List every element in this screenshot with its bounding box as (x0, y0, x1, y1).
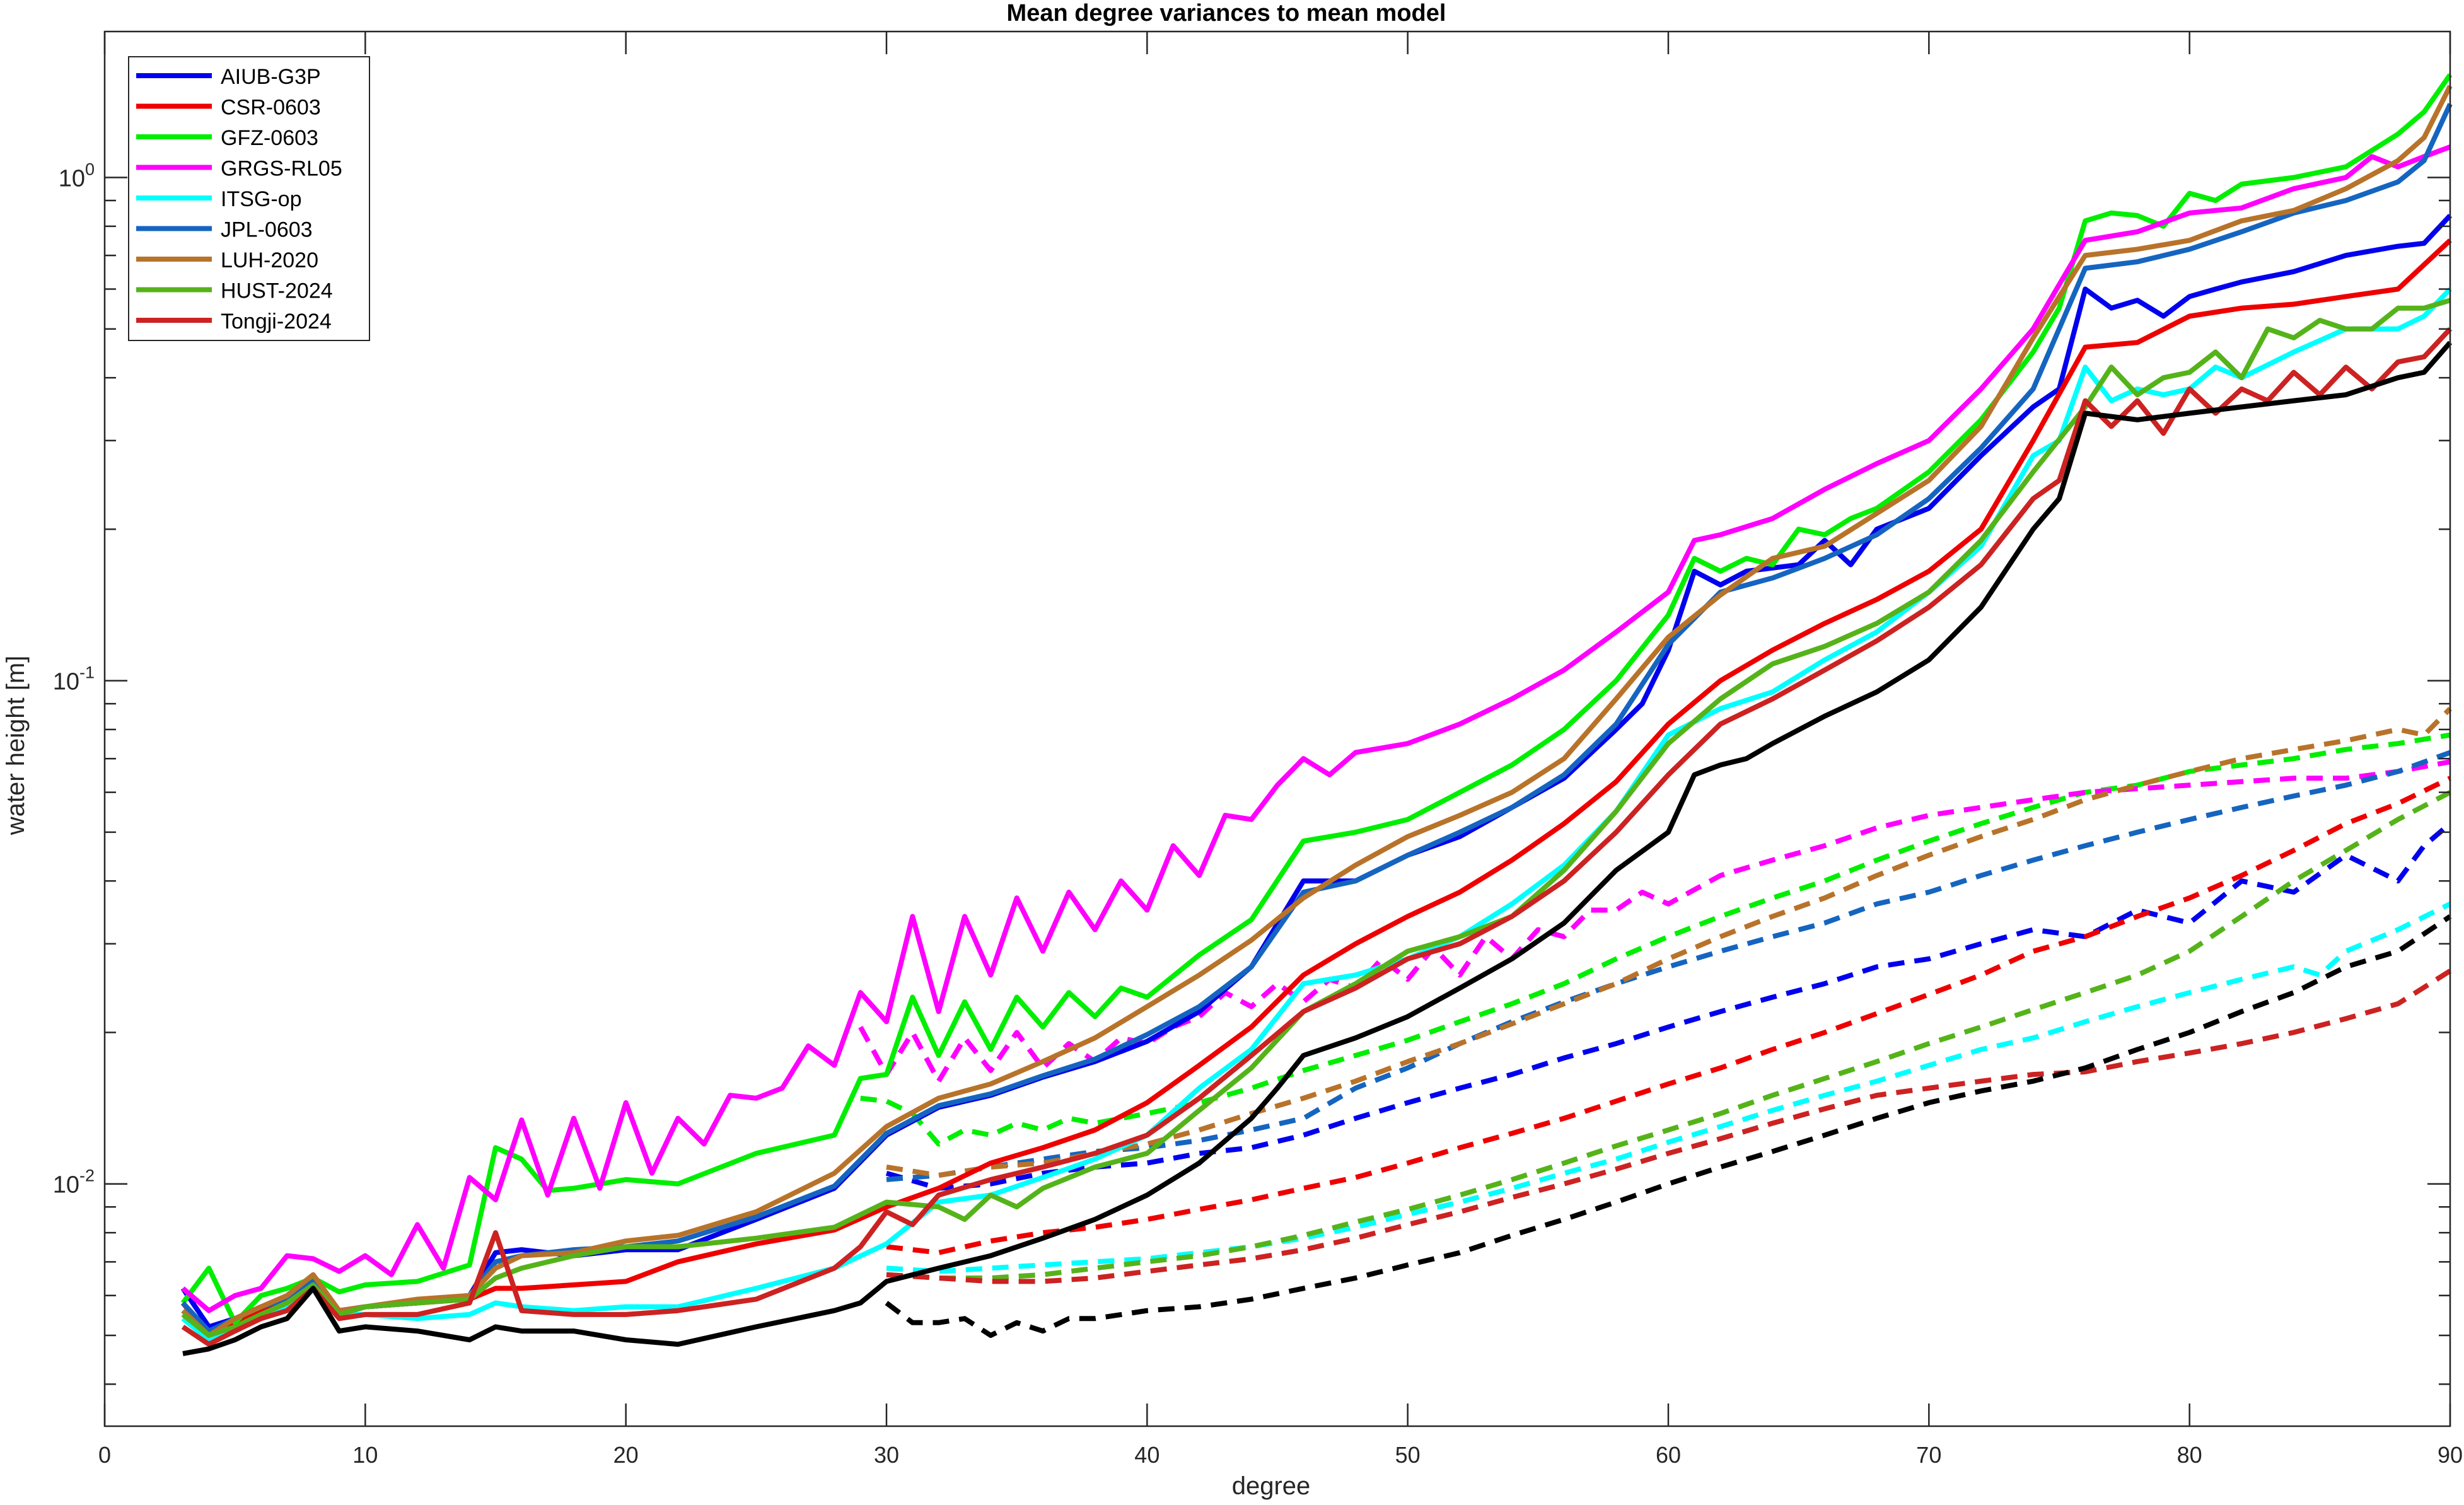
series-line-14 (886, 902, 2451, 1274)
x-tick-label: 0 (98, 1442, 111, 1468)
legend-label: LUH-2020 (221, 248, 318, 272)
x-tick-label: 20 (613, 1442, 639, 1468)
legend-label: CSR-0603 (221, 96, 321, 120)
series-layer (180, 73, 2453, 1356)
legend-label: Tongji-2024 (221, 310, 332, 334)
series-line-13 (858, 759, 2451, 1084)
legend-label: HUST-2024 (221, 279, 333, 303)
legend-label: AIUB-G3P (221, 65, 321, 89)
y-tick-label: 10-2 (53, 1166, 95, 1199)
series-line-6 (181, 84, 2453, 1338)
y-tick-label: 100 (59, 160, 95, 192)
x-axis-label: degree (1232, 1472, 1311, 1500)
x-tick-label: 90 (2438, 1442, 2463, 1468)
series-line-16 (886, 707, 2452, 1178)
x-tick-label: 40 (1134, 1442, 1159, 1468)
legend-label: ITSG-op (221, 187, 301, 211)
series-line-11 (886, 776, 2451, 1255)
y-axis-label: water height [m] (2, 656, 30, 836)
series-line-7 (181, 298, 2451, 1338)
series-line-3 (181, 144, 2451, 1313)
x-tick-label: 80 (2177, 1442, 2202, 1468)
y-tick-label: 10-1 (53, 663, 95, 695)
x-tick-label: 30 (874, 1442, 899, 1468)
series-line-9 (182, 340, 2453, 1356)
x-axis-ticks: 0 10 20 30 40 50 60 70 80 90 (98, 32, 2463, 1468)
x-tick-label: 70 (1916, 1442, 1941, 1468)
legend-label: GRGS-RL05 (221, 157, 342, 181)
series-line-10 (885, 822, 2452, 1191)
series-line-17 (886, 790, 2451, 1281)
x-tick-label: 10 (352, 1442, 378, 1468)
legend: AIUB-G3P CSR-0603 GFZ-0603 GRGS-RL05 ITSG-op… (128, 56, 370, 341)
legend-label: GFZ-0603 (221, 126, 318, 150)
series-line-19 (885, 914, 2452, 1338)
y-axis-ticks: 10-2 10-1 100 (53, 160, 2450, 1385)
chart-title: Mean degree variances to mean model (1007, 0, 1446, 26)
x-tick-label: 50 (1395, 1442, 1421, 1468)
series-line-15 (886, 750, 2451, 1182)
series-line-12 (860, 732, 2451, 1147)
x-tick-label: 60 (1656, 1442, 1681, 1468)
series-line-8 (181, 327, 2452, 1347)
legend-label: JPL-0603 (221, 218, 313, 242)
series-line-18 (886, 968, 2452, 1284)
